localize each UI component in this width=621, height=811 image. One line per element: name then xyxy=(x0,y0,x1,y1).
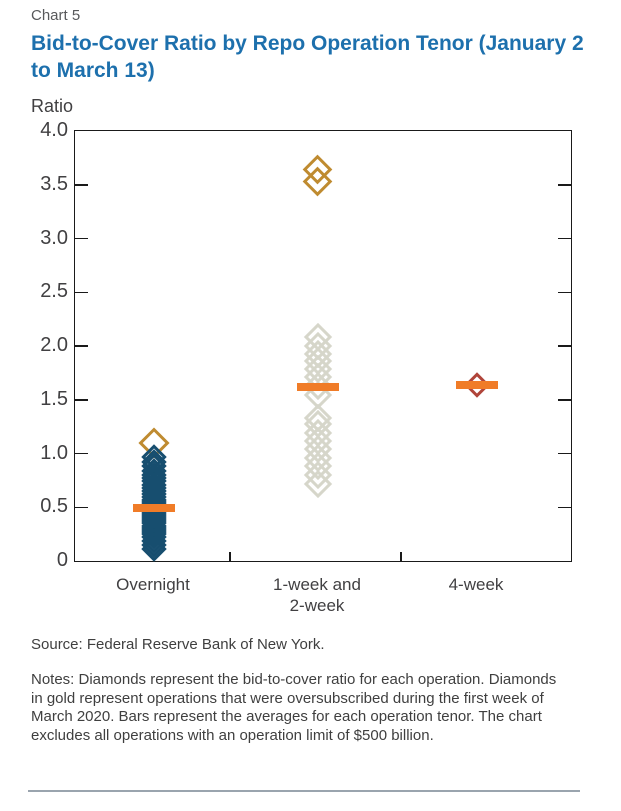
average-bar xyxy=(456,380,498,389)
y-tick-mark xyxy=(75,399,88,401)
y-tick-mark xyxy=(558,452,571,455)
y-tick-label: 2.0 xyxy=(40,334,68,356)
y-tick-mark xyxy=(558,345,571,347)
x-boundary-tick xyxy=(229,552,231,561)
y-tick-mark xyxy=(558,237,571,240)
y-tick-mark xyxy=(558,291,571,293)
y-tick-mark xyxy=(75,237,88,240)
y-tick-mark xyxy=(75,506,88,508)
y-tick-label: 1.5 xyxy=(40,387,68,410)
y-axis-title: Ratio xyxy=(31,96,74,116)
y-tick-label: 0 xyxy=(56,549,68,571)
y-tick-mark xyxy=(558,184,571,186)
notes-line-2: in gold represent operations that were o… xyxy=(31,689,544,707)
chart-title-line-2: to March 13) xyxy=(31,59,155,82)
y-tick-mark xyxy=(75,184,88,186)
y-tick-label: 4.0 xyxy=(40,119,68,141)
notes-line-3: March 2020. Bars represent the averages … xyxy=(31,708,542,725)
y-tick-label: 3.0 xyxy=(40,226,68,249)
x-category-label: 4-week xyxy=(448,575,504,594)
chart-number: Chart 5 xyxy=(31,7,81,24)
average-bar xyxy=(133,504,175,513)
notes-line-4: excludes all operations with an operatio… xyxy=(31,726,434,744)
y-tick-label: 2.5 xyxy=(40,280,68,303)
footer-rule xyxy=(28,790,580,792)
notes-line-1: Notes: Diamonds represent the bid-to-cov… xyxy=(31,671,557,688)
y-tick-mark xyxy=(558,399,571,401)
y-tick-label: 3.5 xyxy=(40,172,68,195)
y-tick-mark xyxy=(75,345,88,347)
y-tick-label: 0.5 xyxy=(40,495,68,518)
chart-title: Bid-to-Cover Ratio by Repo Operation Ten… xyxy=(31,30,611,84)
y-tick-mark xyxy=(75,452,88,455)
y-tick-label: 1.0 xyxy=(40,441,68,464)
y-tick-mark xyxy=(75,291,88,293)
chart-title-line-1: Bid-to-Cover Ratio by Repo Operation Ten… xyxy=(31,32,584,55)
x-category-label: 1-week and 2-week xyxy=(273,575,361,615)
x-category-label: Overnight xyxy=(116,575,190,594)
plot-area xyxy=(74,130,572,562)
y-tick-mark xyxy=(558,506,571,508)
source-text: Source: Federal Reserve Bank of New York… xyxy=(31,636,325,653)
x-boundary-tick xyxy=(400,552,402,561)
notes-text: Notes: Diamonds represent the bid-to-cov… xyxy=(31,671,620,745)
average-bar xyxy=(297,382,339,391)
